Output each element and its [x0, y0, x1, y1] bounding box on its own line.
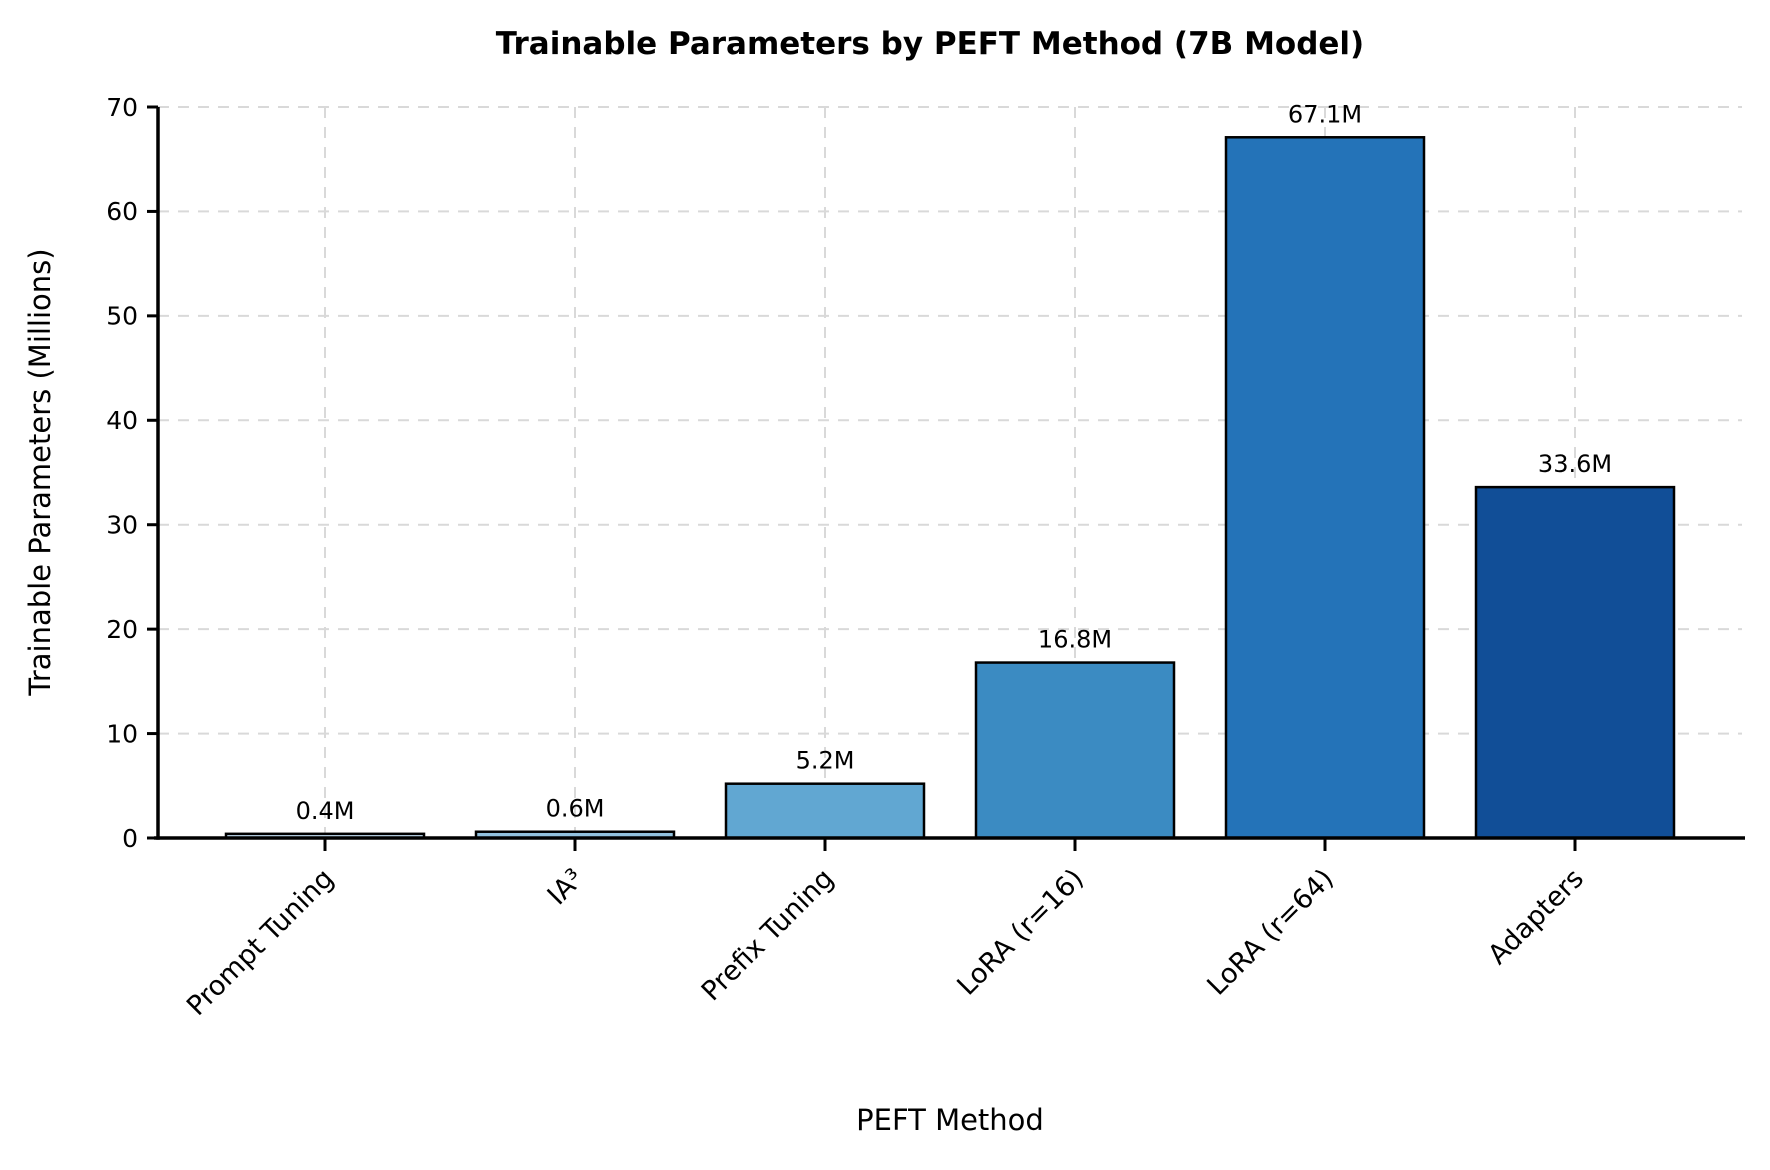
y-tick-label: 20 [106, 615, 138, 644]
y-tick-label: 30 [106, 510, 138, 539]
x-axis-label: PEFT Method [856, 1103, 1044, 1137]
y-tick-label: 40 [106, 406, 138, 435]
bar-value-label: 0.4M [296, 797, 355, 825]
y-tick-label: 0 [122, 824, 138, 853]
x-tick-label: IA³ [542, 863, 590, 911]
x-tick-label: Adapters [1482, 863, 1590, 971]
x-tick-label: LoRA (r=16) [951, 863, 1090, 1002]
bar-lora-r-16- [974, 661, 1176, 840]
y-tick-label: 10 [106, 719, 138, 748]
y-tick-label: 50 [106, 302, 138, 331]
bar-value-label: 16.8M [1038, 626, 1112, 654]
x-tick-label: Prompt Tuning [181, 863, 340, 1022]
x-tick-label: Prefix Tuning [696, 863, 840, 1007]
bar-value-label: 0.6M [546, 795, 605, 823]
bar-adapters [1474, 485, 1676, 840]
y-tick-label: 70 [106, 93, 138, 122]
y-tick-label: 60 [106, 197, 138, 226]
bar-value-label: 5.2M [796, 747, 855, 775]
bar-value-label: 67.1M [1288, 100, 1362, 128]
bar-prefix-tuning [724, 782, 926, 840]
chart-title: Trainable Parameters by PEFT Method (7B … [495, 26, 1365, 62]
bar-lora-r-64- [1224, 136, 1426, 840]
bar-value-label: 33.6M [1538, 450, 1612, 478]
x-tick-label: LoRA (r=64) [1201, 863, 1340, 1002]
y-axis-label: Trainable Parameters (Millions) [23, 248, 57, 696]
